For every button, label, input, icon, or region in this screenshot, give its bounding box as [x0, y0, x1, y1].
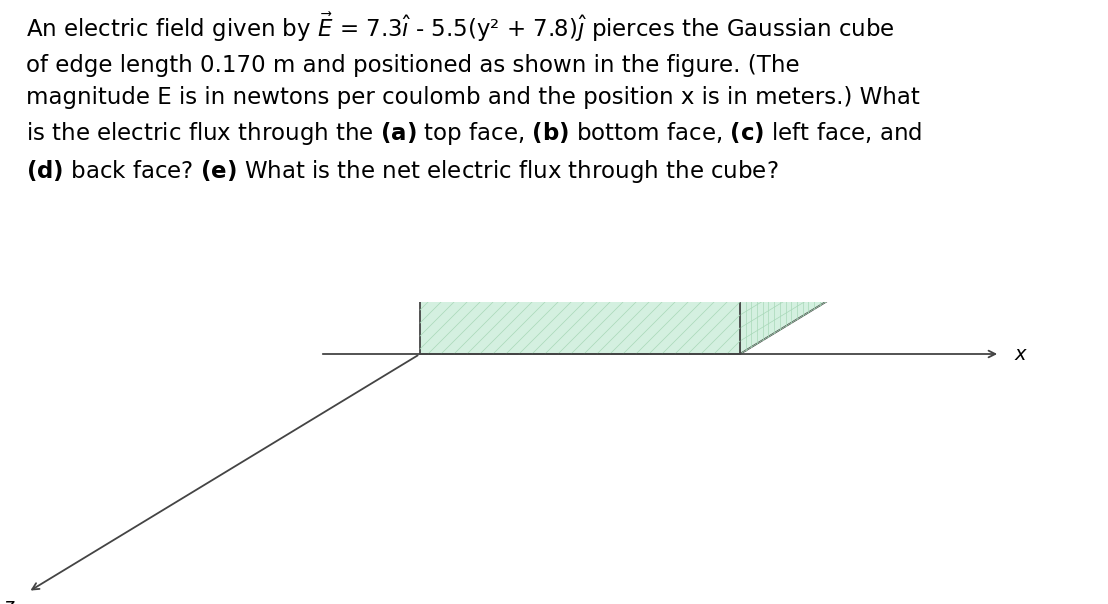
Polygon shape [740, 0, 880, 354]
Polygon shape [420, 0, 880, 34]
Text: z: z [3, 597, 13, 604]
Text: x: x [1015, 344, 1026, 364]
Text: An electric field given by $\vec{E}$ = 7.3$\hat{\imath}$ - 5.5(y² + 7.8)$\hat{\j: An electric field given by $\vec{E}$ = 7… [27, 10, 923, 185]
Polygon shape [420, 34, 740, 354]
